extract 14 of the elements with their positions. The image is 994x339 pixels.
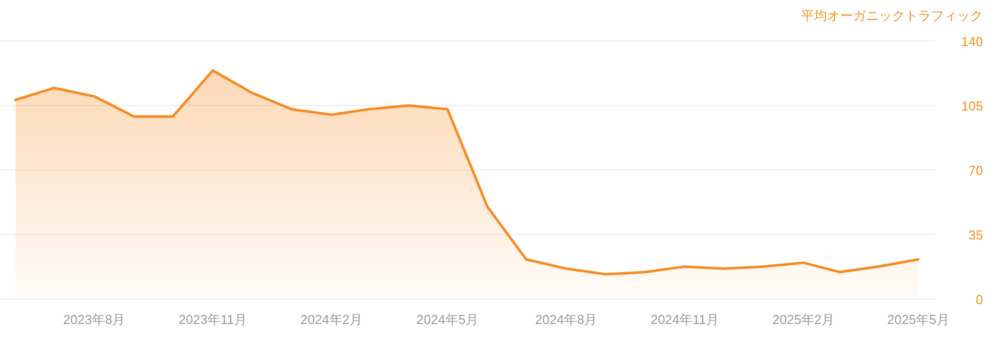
x-tick-label: 2024年2月 bbox=[300, 312, 363, 327]
y-tick-label: 70 bbox=[968, 163, 983, 178]
x-tick-label: 2025年5月 bbox=[887, 312, 950, 327]
y-tick-label: 35 bbox=[968, 228, 983, 242]
x-tick-label: 2023年8月 bbox=[63, 312, 126, 327]
x-tick-label: 2024年5月 bbox=[416, 312, 479, 327]
x-tick-label: 2024年8月 bbox=[535, 312, 598, 327]
y-axis-title: 平均オーガニックトラフィック bbox=[801, 8, 983, 23]
x-tick-label: 2025年2月 bbox=[772, 312, 835, 327]
x-tick-label: 2023年11月 bbox=[178, 312, 248, 327]
y-tick-label: 0 bbox=[976, 292, 983, 307]
x-tick-label: 2024年11月 bbox=[650, 312, 720, 327]
y-tick-label: 105 bbox=[961, 98, 983, 114]
y-tick-label: 140 bbox=[961, 34, 983, 49]
